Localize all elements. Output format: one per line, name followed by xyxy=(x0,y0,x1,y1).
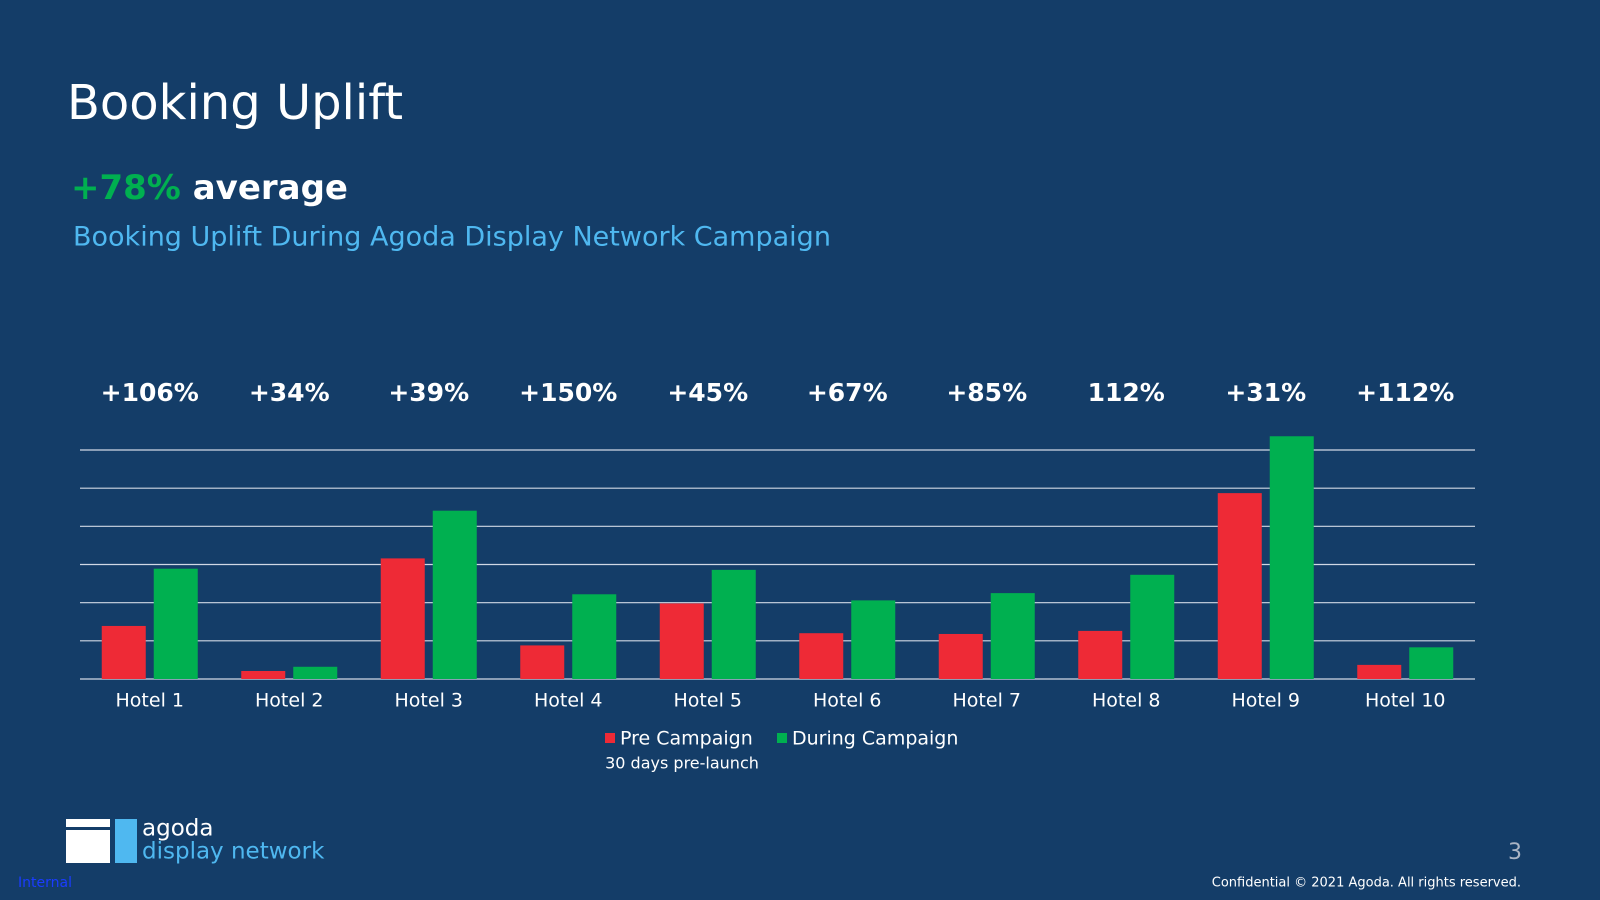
label: Internal xyxy=(18,875,72,891)
bar xyxy=(153,568,198,679)
annotation: +85% xyxy=(946,378,1027,407)
x-tick-label: Hotel 1 xyxy=(116,690,184,712)
x-tick-label: Hotel 7 xyxy=(953,690,1021,712)
annotation: +150% xyxy=(519,378,617,407)
highlight: +78% xyxy=(71,168,181,208)
bar xyxy=(520,645,565,679)
x-tick-label: Hotel 9 xyxy=(1232,690,1300,712)
bar xyxy=(1269,436,1314,679)
logo-text: display network xyxy=(142,839,325,865)
bar xyxy=(1078,630,1123,679)
annotation: +106% xyxy=(101,378,199,407)
annotation: +112% xyxy=(1356,378,1454,407)
bar xyxy=(990,593,1035,679)
legend-label: During Campaign xyxy=(792,728,958,750)
copyright: Confidential © 2021 Agoda. All rights re… xyxy=(1212,876,1521,891)
bar xyxy=(851,600,896,679)
annotation: +45% xyxy=(667,378,748,407)
bar xyxy=(241,670,286,679)
legend-note: 30 days pre-launch xyxy=(605,754,759,773)
bar xyxy=(659,603,704,679)
x-tick-label: Hotel 10 xyxy=(1365,690,1446,712)
x-tick-label: Hotel 2 xyxy=(255,690,323,712)
bar xyxy=(1357,664,1402,679)
logo-bar xyxy=(66,819,110,827)
bar xyxy=(1217,493,1262,679)
bar xyxy=(711,569,756,679)
annotation: +39% xyxy=(388,378,469,407)
x-tick-label: Hotel 3 xyxy=(395,690,463,712)
annotation: 112% xyxy=(1088,378,1165,407)
bar xyxy=(1409,647,1454,679)
bar xyxy=(101,625,146,679)
annotation: +34% xyxy=(249,378,330,407)
annotation: +31% xyxy=(1225,378,1306,407)
subtitle: Booking Uplift During Agoda Display Netw… xyxy=(73,222,831,253)
x-tick-label: Hotel 6 xyxy=(813,690,881,712)
legend-swatch xyxy=(605,733,615,743)
page-number: 3 xyxy=(1508,840,1522,865)
x-tick-label: Hotel 8 xyxy=(1092,690,1160,712)
bar xyxy=(432,510,477,679)
logo-block-blue xyxy=(115,819,137,863)
x-tick-label: Hotel 5 xyxy=(674,690,742,712)
bar xyxy=(293,666,338,679)
headline: +78% average xyxy=(71,168,348,208)
slide-title: Booking Uplift xyxy=(67,75,403,131)
legend-swatch xyxy=(777,733,787,743)
x-tick-label: Hotel 4 xyxy=(534,690,602,712)
bar xyxy=(938,633,983,679)
legend-label: Pre Campaign xyxy=(620,728,753,750)
bar xyxy=(1130,574,1175,679)
logo-text: agoda xyxy=(142,816,213,842)
logo-block xyxy=(66,830,110,863)
bar xyxy=(799,633,844,679)
logo: agoda display network xyxy=(66,816,325,865)
highlight-text: average xyxy=(193,168,348,208)
annotation: +67% xyxy=(807,378,888,407)
bar xyxy=(572,594,617,679)
bar xyxy=(380,558,425,679)
